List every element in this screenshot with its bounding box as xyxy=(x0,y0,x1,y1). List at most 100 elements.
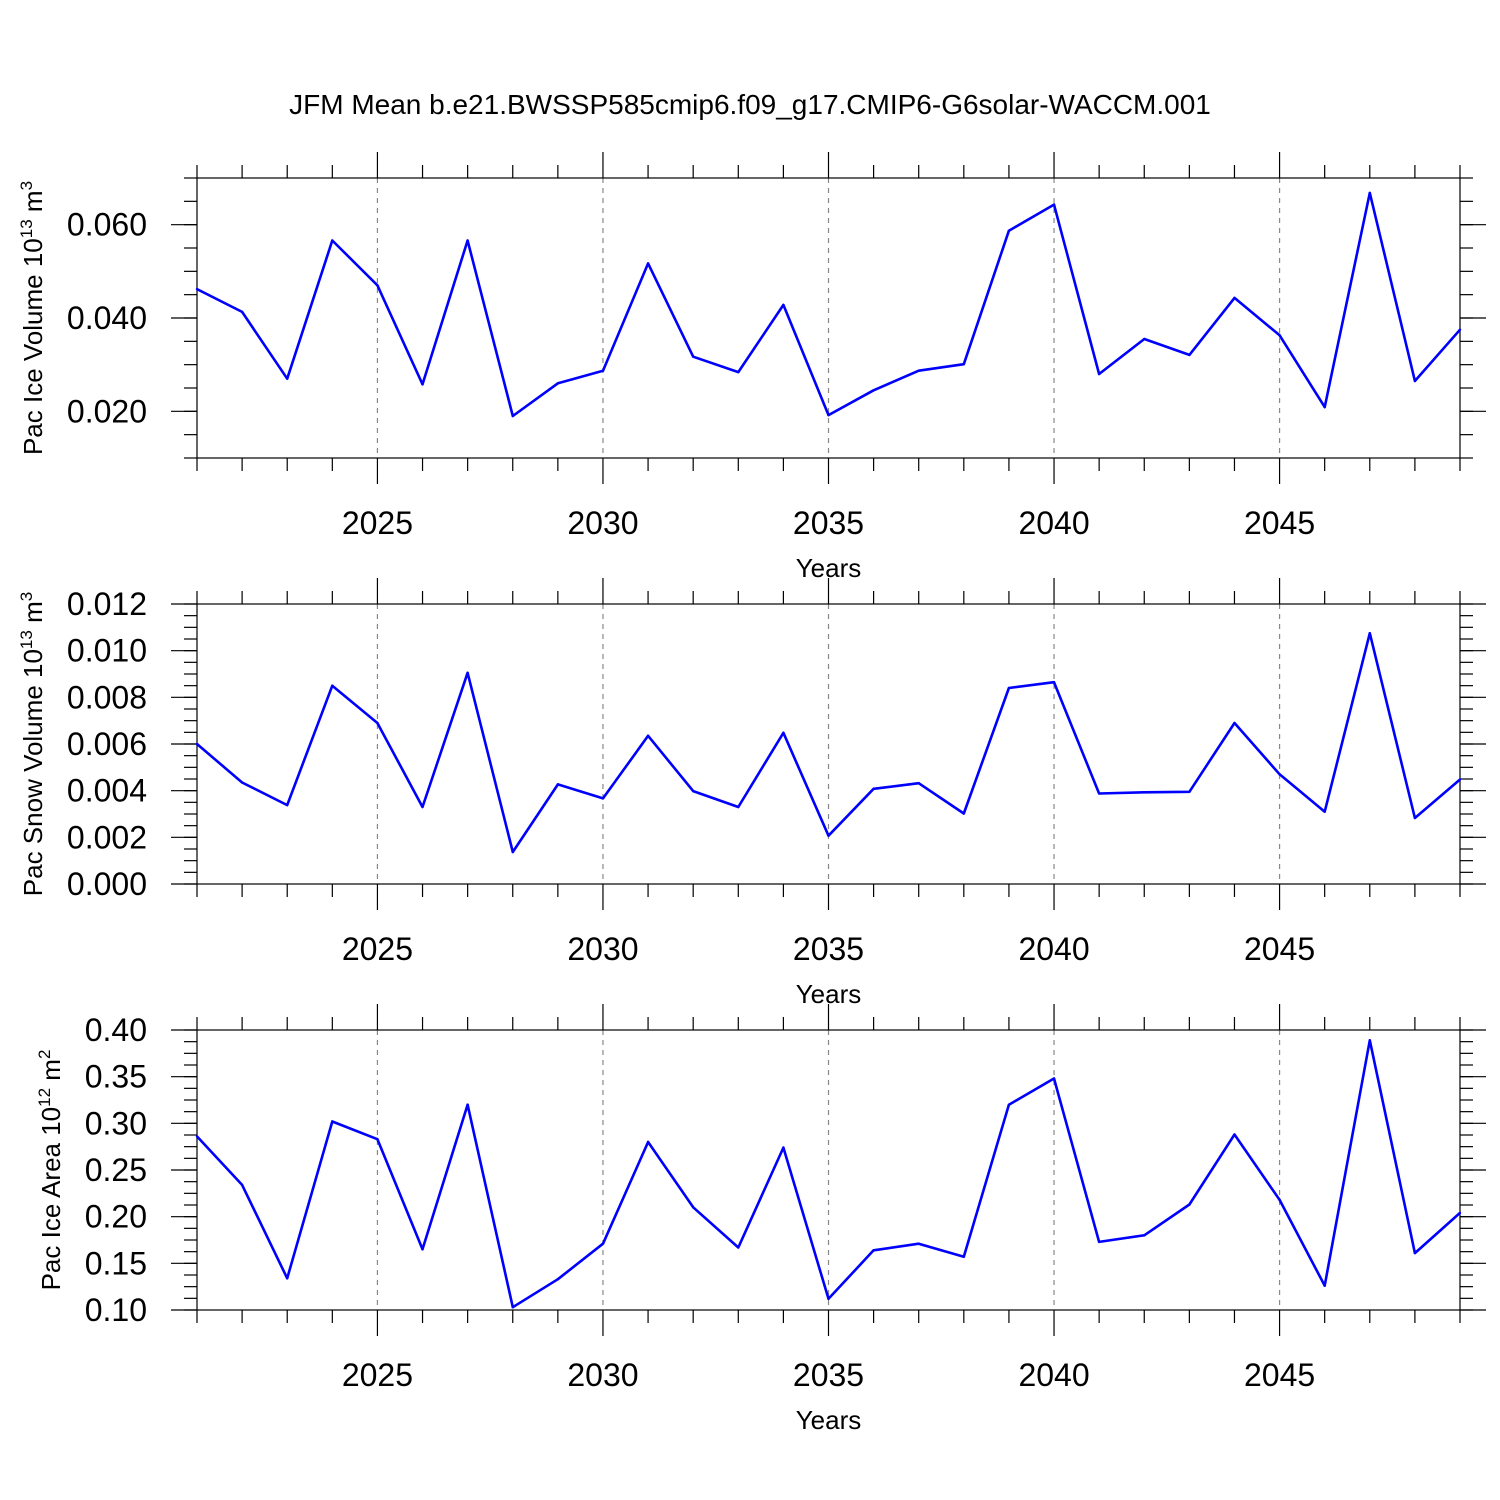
data-point xyxy=(872,1249,875,1252)
data-point xyxy=(1323,405,1326,409)
data-point xyxy=(917,369,920,372)
data-point xyxy=(466,1103,469,1106)
y-axis-label-exponent: 13 xyxy=(17,219,36,238)
y-axis-label-text: Pac Snow Volume 10 xyxy=(18,649,48,896)
data-point xyxy=(1097,1240,1101,1244)
y-tick-label: 0.006 xyxy=(67,726,147,762)
y-axis-label-unit: m xyxy=(36,1059,66,1088)
y-tick-label: 0.002 xyxy=(67,819,147,855)
data-point xyxy=(737,1246,740,1249)
data-point xyxy=(511,850,514,854)
data-point xyxy=(240,781,244,784)
data-point xyxy=(376,1138,379,1141)
data-point xyxy=(331,239,334,242)
data-point xyxy=(1368,631,1371,635)
y-axis-label: Pac Snow Volume 1013 m3 xyxy=(17,592,48,896)
data-point xyxy=(646,1140,650,1144)
y-tick-label: 0.020 xyxy=(67,393,147,429)
data-point xyxy=(646,262,650,265)
data-point xyxy=(1278,773,1281,776)
y-tick-label: 0.15 xyxy=(85,1245,147,1281)
data-point xyxy=(1052,1077,1056,1080)
data-point xyxy=(286,377,289,380)
data-point xyxy=(962,812,966,815)
data-point xyxy=(1413,816,1417,820)
data-point xyxy=(1143,791,1146,794)
y-axis-label-unit-exponent: 3 xyxy=(17,181,36,190)
data-point xyxy=(646,734,650,738)
y-tick-label: 0.20 xyxy=(85,1199,147,1235)
data-point xyxy=(1368,191,1371,195)
x-tick-label: 2045 xyxy=(1244,505,1315,541)
data-point xyxy=(556,1278,560,1281)
data-point xyxy=(331,1120,334,1123)
data-point xyxy=(1007,229,1011,232)
data-point xyxy=(737,805,740,809)
data-point xyxy=(331,684,334,687)
y-tick-label: 0.40 xyxy=(85,1012,147,1048)
data-point xyxy=(1278,334,1281,337)
x-tick-label: 2025 xyxy=(342,505,413,541)
data-point xyxy=(511,1306,514,1309)
x-tick-label: 2030 xyxy=(567,931,638,967)
data-point xyxy=(1278,1198,1281,1202)
data-point xyxy=(1368,1039,1371,1042)
chart-panel-3: 0.10 0.15 0.20 0.25 0.30 0.35 0.40 2025 2030 2035… xyxy=(35,1004,1486,1435)
data-point xyxy=(286,803,289,807)
x-axis-label: Years xyxy=(796,1405,862,1435)
data-point xyxy=(376,284,379,287)
x-tick-label: 2045 xyxy=(1244,1357,1315,1393)
y-tick-label: 0.012 xyxy=(67,586,147,622)
x-tick-label: 2040 xyxy=(1018,931,1089,967)
y-tick-label: 0.10 xyxy=(85,1292,147,1328)
x-tick-label: 2025 xyxy=(342,931,413,967)
data-point xyxy=(962,1255,966,1259)
data-point xyxy=(1413,1251,1417,1255)
data-point xyxy=(1052,680,1056,684)
data-point xyxy=(1007,1103,1011,1106)
data-point xyxy=(917,1242,920,1245)
data-point xyxy=(962,363,966,366)
y-axis-label: Pac Ice Area 1012 m2 xyxy=(35,1050,66,1291)
data-point xyxy=(1233,721,1236,725)
data-point xyxy=(782,1146,785,1149)
y-axis-label-text: Pac Ice Volume 10 xyxy=(18,238,48,455)
data-point xyxy=(782,731,785,734)
data-point xyxy=(240,310,244,314)
x-tick-label: 2035 xyxy=(793,931,864,967)
y-axis-label-exponent: 13 xyxy=(17,630,36,649)
data-point xyxy=(1143,1234,1146,1237)
data-point xyxy=(1007,686,1011,690)
data-point xyxy=(421,383,424,386)
data-point xyxy=(511,414,514,418)
data-point xyxy=(691,789,695,793)
data-point xyxy=(195,742,199,746)
x-tick-label: 2040 xyxy=(1018,505,1089,541)
data-point xyxy=(376,721,379,725)
data-point xyxy=(1323,810,1326,813)
y-tick-label: 0.004 xyxy=(67,773,147,809)
y-tick-label: 0.040 xyxy=(67,300,147,336)
y-axis-label-text: Pac Ice Area 10 xyxy=(36,1107,66,1291)
x-tick-label: 2030 xyxy=(567,505,638,541)
data-point xyxy=(601,369,605,372)
data-point xyxy=(195,1135,199,1138)
data-point xyxy=(1458,328,1462,331)
data-point xyxy=(556,382,560,385)
data-point xyxy=(601,1242,605,1245)
x-tick-label: 2030 xyxy=(567,1357,638,1393)
data-point xyxy=(1413,379,1417,383)
y-tick-label: 0.008 xyxy=(67,679,147,715)
data-point xyxy=(1097,372,1101,376)
data-point xyxy=(466,239,469,242)
data-point xyxy=(1188,790,1191,794)
data-point xyxy=(872,787,875,790)
data-point xyxy=(240,1183,244,1187)
data-point xyxy=(827,834,830,837)
data-point xyxy=(1188,1203,1191,1206)
data-point xyxy=(827,1297,830,1301)
y-axis-label-unit: m xyxy=(18,601,48,630)
data-point xyxy=(421,1248,424,1251)
